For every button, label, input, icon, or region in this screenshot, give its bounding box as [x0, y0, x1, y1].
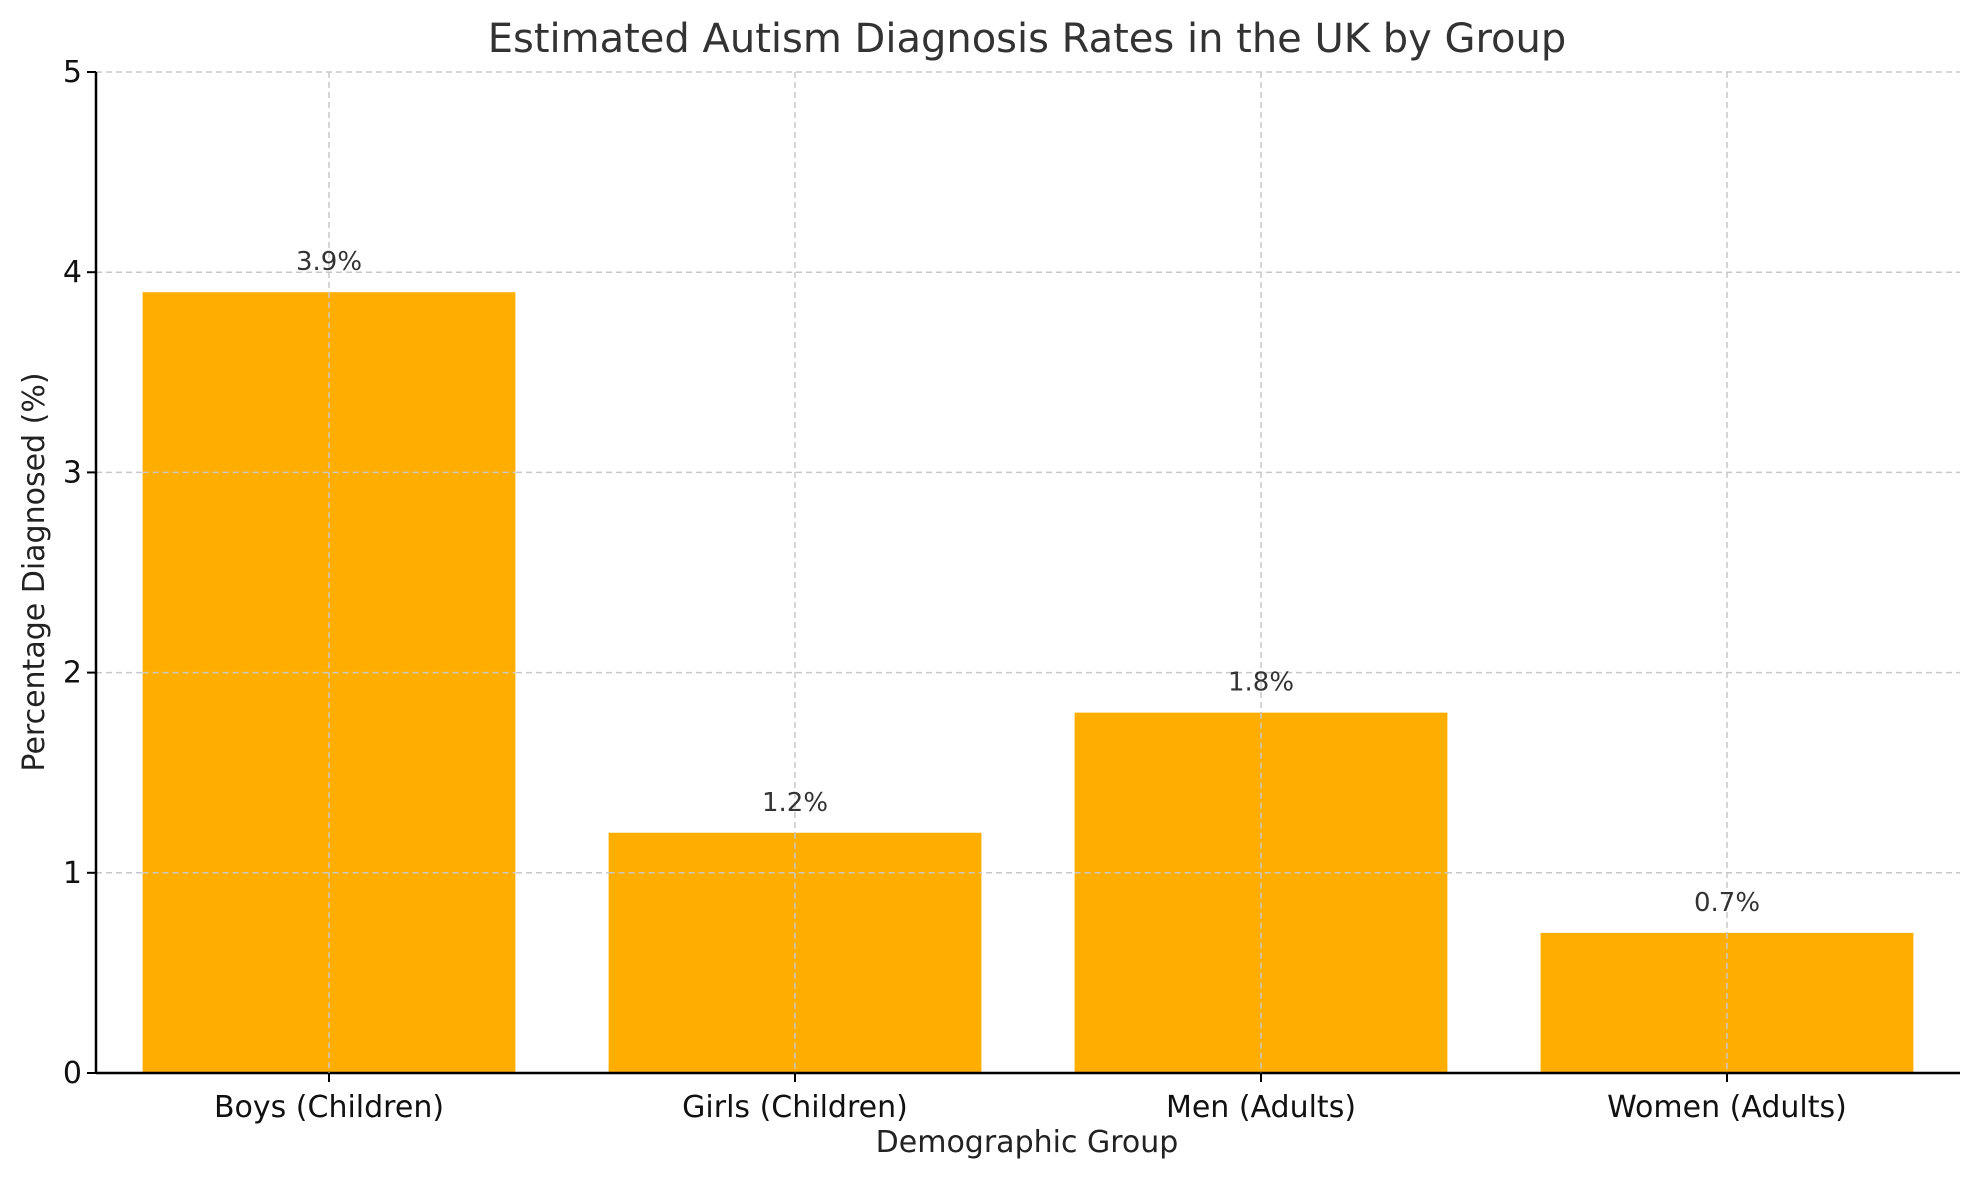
y-tick-label: 5	[63, 55, 82, 90]
y-tick-label: 0	[63, 1056, 82, 1091]
y-axis-label: Percentage Diagnosed (%)	[17, 372, 52, 771]
y-tick-label: 4	[63, 255, 82, 290]
axes: 0 1 2 3 4 5 Boys (Children) Girls (Children) Men…	[63, 55, 1960, 1125]
x-tick-label: Girls (Children)	[682, 1090, 908, 1125]
data-labels: 3.9% 1.2% 1.8% 0.7%	[142, 247, 1760, 1073]
data-label: 0.7%	[1694, 888, 1760, 918]
x-tick-label: Men (Adults)	[1166, 1090, 1356, 1125]
x-axis-label: Demographic Group	[876, 1125, 1179, 1160]
data-label: 1.2%	[762, 788, 828, 818]
y-tick-label: 2	[63, 656, 82, 691]
x-tick-label: Women (Adults)	[1607, 1090, 1847, 1125]
y-tick-label: 3	[63, 455, 82, 490]
data-label: 1.8%	[1228, 668, 1294, 698]
data-label: 3.9%	[296, 247, 362, 277]
chart-title: Estimated Autism Diagnosis Rates in the …	[488, 16, 1567, 62]
y-tick-label: 1	[63, 856, 82, 891]
bars	[142, 292, 1914, 1074]
x-tick-label: Boys (Children)	[214, 1090, 444, 1125]
